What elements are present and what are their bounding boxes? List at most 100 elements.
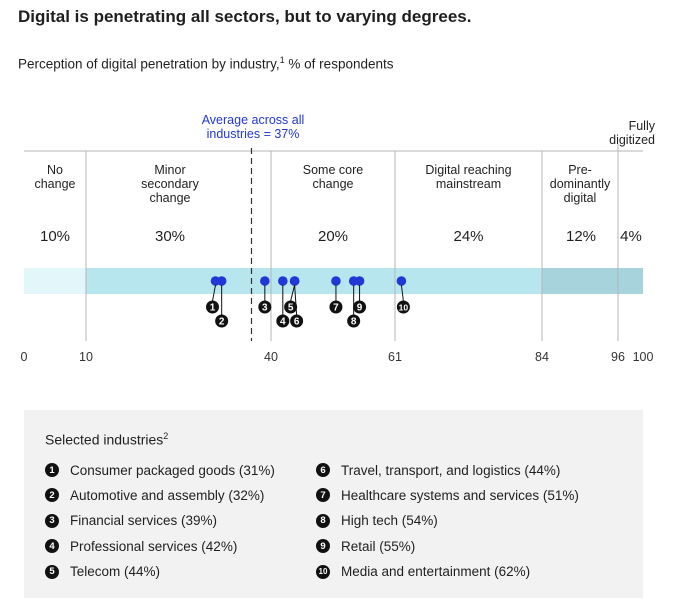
marker-label-6: 6 [294,317,300,328]
legend-item-6: 6 Travel, transport, and logistics (44%) [316,462,560,478]
legend-item-label: Travel, transport, and logistics (44%) [341,462,561,478]
marker-circle-3 [258,300,272,314]
tick-label-0: 0 [21,350,28,364]
legend-item-3: 3 Financial services (39%) [45,513,217,529]
band-share-no-change: 10% [40,228,70,245]
marker-leader-10 [400,284,404,302]
legend-item-1: 1 Consumer packaged goods (31%) [45,462,275,478]
tick-label-10: 10 [79,350,93,364]
legend-item-label: Automotive and assembly (32%) [70,487,265,503]
legend-item-7: 7 Healthcare systems and services (51%) [316,487,579,503]
data-point-2 [216,276,227,286]
legend-item-label: Consumer packaged goods (31%) [70,462,275,478]
subtitle-text: Perception of digital penetration by ind… [18,56,280,72]
legend-number-badge: 10 [316,564,330,579]
legend-item-label: Financial services (39%) [70,513,218,529]
data-point-10 [396,276,407,286]
band-label-no-change-line-2: change [34,177,75,191]
band-label-predominantly-digital-line-2: dominantly [550,177,611,191]
marker-label-3: 3 [262,303,268,314]
marker-circle-4 [276,314,290,328]
tick-label-100: 100 [633,350,654,364]
band-label-minor-secondary-change-line-1: Minor [154,163,185,177]
chart-subtitle: Perception of digital penetration by ind… [18,55,394,72]
page-title: Digital is penetrating all sectors, but … [18,7,472,26]
legend-number-badge: 6 [316,463,330,477]
data-point-7 [331,276,341,286]
band-label-minor-secondary-change-line-3: change [149,191,190,205]
marker-circle-1 [206,300,219,314]
band-label-predominantly-digital-line-1: Pre- [568,163,592,177]
marker-circle-2 [215,314,229,328]
marker-label-8: 8 [351,317,357,328]
legend-item-2: 2 Automotive and assembly (32%) [45,487,264,503]
marker-leader-1 [212,284,216,302]
marker-label-10: 10 [399,303,409,313]
marker-leader-6 [294,284,298,316]
legend-footnote: 2 [163,431,169,441]
legend-item-label: Healthcare systems and services (51%) [341,487,579,503]
legend-title: Selected industries2 [45,431,168,448]
subtitle-footnote: 1 [279,55,285,65]
band-label-no-change-line-1: No [47,163,63,177]
tick-label-40: 40 [264,350,278,364]
marker-label-1: 1 [210,303,216,314]
band-label-predominantly-digital-line-3: digital [564,191,597,205]
average-label-line-1: Average across all [202,113,305,127]
marker-circle-9 [353,300,367,314]
marker-circle-6 [290,314,304,328]
subtitle-suffix: % of respondents [284,56,394,72]
legend-item-4: 4 Professional services (42%) [45,538,237,554]
tick-label-84: 84 [535,350,549,364]
band-label-fully-digitized-line-1: Fully [629,119,656,133]
legend-item-label: High tech (54%) [341,513,438,529]
data-point-4 [278,276,288,286]
legend-title-text: Selected industries [45,431,164,448]
band-share-digital-reaching-mainstream: 24% [453,228,483,245]
legend-number-badge: 4 [45,539,59,554]
marker-label-9: 9 [357,303,363,314]
band-strip-core [86,268,542,294]
band-share-fully-digitized: 4% [620,228,642,245]
legend-number-badge: 3 [45,513,59,528]
legend-number-badge: 9 [316,539,330,554]
legend-number-badge: 1 [45,463,59,477]
marker-label-4: 4 [280,317,286,328]
legend-number-badge: 7 [316,488,330,503]
legend-number-badge: 5 [45,564,59,579]
marker-label-7: 7 [333,303,339,314]
legend-item-10: 10 Media and entertainment (62%) [316,564,530,580]
band-strip-digital [542,268,643,294]
data-point-9 [354,276,365,286]
marker-circle-8 [347,314,361,328]
marker-label-2: 2 [219,317,225,328]
marker-label-5: 5 [288,303,294,314]
band-label-some-core-change-line-2: change [312,177,353,191]
band-share-predominantly-digital: 12% [566,228,596,245]
marker-leader-5 [290,284,296,302]
band-label-digital-reaching-mainstream-line-2: mainstream [436,177,501,191]
data-point-3 [260,276,270,286]
legend-item-label: Professional services (42%) [70,538,238,554]
data-point-6 [289,276,300,286]
legend-item-label: Retail (55%) [341,538,416,554]
marker-circle-7 [329,300,343,314]
band-label-some-core-change-line-1: Some core [303,163,363,177]
legend-item-9: 9 Retail (55%) [316,538,415,554]
marker-circle-10 [396,300,410,314]
legend-item-label: Media and entertainment (62%) [341,564,531,580]
legend-item-5: 5 Telecom (44%) [45,564,160,580]
band-label-fully-digitized-line-2: digitized [609,133,655,147]
legend-item-8: 8 High tech (54%) [316,513,438,529]
band-share-minor-secondary-change: 30% [155,228,185,245]
legend-number-badge: 8 [316,513,330,528]
tick-label-96: 96 [611,350,625,364]
legend-panel: Selected industries2 1 Consumer packaged … [24,410,643,598]
average-label-line-2: industries = 37% [207,127,300,141]
legend-item-label: Telecom (44%) [70,564,161,580]
band-label-digital-reaching-mainstream-line-1: Digital reaching [425,163,511,177]
band-label-minor-secondary-change-line-2: secondary [141,177,199,191]
legend-number-badge: 2 [45,488,59,503]
marker-circle-5 [284,300,298,314]
